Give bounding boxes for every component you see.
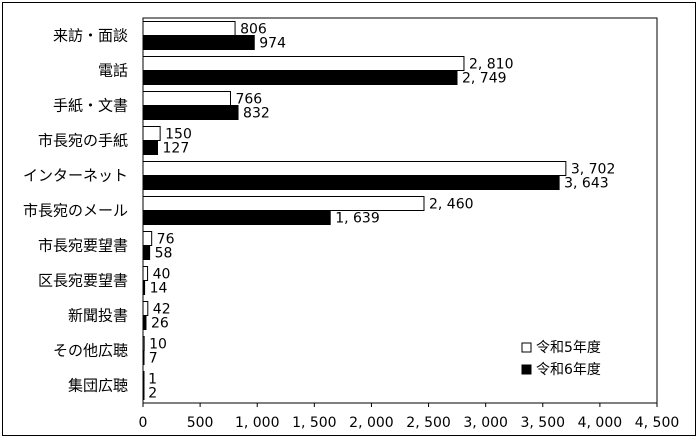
bar-reiwa5 bbox=[142, 161, 567, 176]
data-label-reiwa5: 150 bbox=[165, 127, 192, 143]
bar-reiwa5 bbox=[142, 126, 161, 141]
bar-reiwa5 bbox=[142, 21, 236, 36]
data-label-reiwa5: 40 bbox=[153, 267, 171, 283]
bar-reiwa6 bbox=[142, 105, 239, 120]
data-label-reiwa5: 766 bbox=[235, 92, 262, 108]
bars bbox=[142, 21, 567, 400]
bar-reiwa5 bbox=[142, 231, 153, 246]
bar-reiwa6 bbox=[142, 245, 151, 260]
data-label-reiwa6: 832 bbox=[243, 106, 270, 122]
data-label-reiwa5: 10 bbox=[149, 337, 167, 353]
bar-reiwa6 bbox=[142, 70, 458, 85]
x-axis-ticks: 0 500 1, 000 1, 500 2, 000 2, 500 3, 000 3, 500… bbox=[139, 403, 680, 431]
data-label-reiwa5: 806 bbox=[240, 22, 267, 38]
data-label-reiwa6: 127 bbox=[163, 141, 190, 157]
bar-reiwa5 bbox=[142, 266, 149, 281]
bar-reiwa5 bbox=[142, 336, 145, 351]
category-labels: 来訪・面談電話手紙・文書市長宛の手紙インターネット市長宛のメール市長宛要望書区長… bbox=[23, 27, 128, 395]
category-label: 手紙・文書 bbox=[53, 97, 128, 115]
legend-swatch-reiwa5 bbox=[521, 342, 532, 353]
bar-reiwa6 bbox=[142, 175, 560, 190]
category-label: 市長宛のメール bbox=[23, 202, 128, 220]
data-label-reiwa6: 7 bbox=[149, 351, 158, 367]
data-label-reiwa5: 2, 460 bbox=[429, 197, 474, 213]
data-label-reiwa6: 58 bbox=[155, 246, 173, 262]
category-label: 新聞投書 bbox=[68, 307, 128, 325]
data-label-reiwa6: 26 bbox=[151, 316, 169, 332]
data-label-reiwa6: 1, 639 bbox=[335, 211, 380, 227]
data-label-reiwa6: 2 bbox=[148, 386, 157, 402]
data-label-reiwa5: 1 bbox=[148, 372, 157, 388]
category-label: 区長宛要望書 bbox=[38, 272, 128, 290]
x-tick-label: 3, 500 bbox=[521, 415, 566, 431]
category-label: 電話 bbox=[98, 62, 128, 80]
data-label-reiwa6: 3, 643 bbox=[564, 176, 609, 192]
data-label-reiwa5: 3, 702 bbox=[571, 162, 616, 178]
data-label-reiwa6: 2, 749 bbox=[462, 71, 507, 87]
data-label-reiwa6: 974 bbox=[259, 36, 286, 52]
category-label: 集団広聴 bbox=[68, 377, 128, 395]
bar-reiwa5 bbox=[142, 371, 145, 386]
bar-reiwa6 bbox=[142, 315, 147, 330]
legend-swatch-reiwa6 bbox=[521, 364, 532, 375]
x-tick-label: 2, 000 bbox=[349, 415, 394, 431]
category-label: 市長宛の手紙 bbox=[38, 132, 128, 150]
category-label: 来訪・面談 bbox=[53, 27, 128, 45]
x-tick-label: 1, 500 bbox=[292, 415, 337, 431]
bar-reiwa5 bbox=[142, 56, 465, 71]
bar-reiwa6 bbox=[142, 140, 159, 155]
bar-reiwa6 bbox=[142, 35, 255, 50]
bar-reiwa5 bbox=[142, 91, 231, 106]
bar-reiwa6 bbox=[142, 210, 331, 225]
x-tick-label: 0 bbox=[139, 415, 148, 431]
x-tick-label: 4, 000 bbox=[578, 415, 623, 431]
bar-reiwa6 bbox=[142, 280, 146, 295]
x-tick-label: 3, 000 bbox=[463, 415, 508, 431]
x-tick-label: 1, 000 bbox=[235, 415, 280, 431]
category-label: インターネット bbox=[23, 167, 128, 185]
bar-reiwa5 bbox=[142, 196, 425, 211]
data-label-reiwa5: 76 bbox=[157, 232, 175, 248]
data-label-reiwa5: 2, 810 bbox=[469, 57, 514, 73]
bar-reiwa5 bbox=[142, 301, 149, 316]
bar-reiwa6 bbox=[142, 350, 145, 365]
bar-reiwa6 bbox=[142, 385, 145, 400]
data-label-reiwa5: 42 bbox=[153, 302, 171, 318]
data-label-reiwa6: 14 bbox=[150, 281, 168, 297]
legend-label-reiwa5: 令和5年度 bbox=[536, 340, 601, 356]
category-label: 市長宛要望書 bbox=[38, 237, 128, 255]
x-tick-label: 4, 500 bbox=[635, 415, 680, 431]
x-tick-label: 2, 500 bbox=[406, 415, 451, 431]
category-label: その他広聴 bbox=[53, 342, 128, 360]
x-tick-label: 500 bbox=[187, 415, 214, 431]
legend-label-reiwa6: 令和6年度 bbox=[536, 362, 601, 378]
